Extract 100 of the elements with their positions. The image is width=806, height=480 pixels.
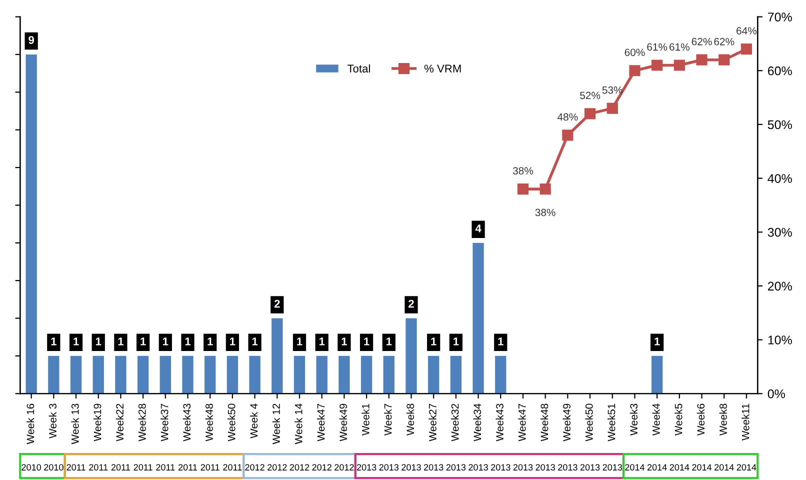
data-label: 2	[274, 300, 280, 308]
point	[606, 102, 618, 114]
x-tick-label: Week43	[496, 404, 504, 442]
data-label: 1	[51, 338, 56, 346]
data-label: 38%	[535, 208, 556, 216]
data-label: 48%	[557, 113, 578, 121]
bar	[48, 356, 60, 394]
bar	[115, 356, 126, 394]
x-tick-label: Week47	[518, 404, 526, 442]
data-label: 1	[208, 338, 213, 346]
x-tick-label: Week4	[652, 404, 660, 436]
text: 2014	[647, 464, 667, 471]
bar	[651, 356, 663, 394]
bar	[137, 356, 149, 394]
x-tick-label: Week1	[362, 404, 370, 436]
x-tick-label: Week51	[608, 404, 616, 442]
data-label: 62%	[692, 38, 712, 46]
x-tick-label: Week48	[540, 404, 548, 442]
text: 2012	[290, 464, 310, 471]
data-label: 1	[230, 338, 236, 346]
data-label: 1	[431, 338, 436, 346]
data-label: 1	[74, 338, 79, 346]
text: 2013	[491, 464, 510, 471]
bar	[272, 318, 283, 394]
bar	[160, 356, 171, 394]
y2-tick-label: 50%	[768, 120, 792, 130]
text: 2011	[178, 464, 198, 471]
data-label: 1	[297, 338, 302, 346]
y2-tick-label: 0%	[768, 389, 785, 398]
x-tick-label: Week5	[674, 404, 682, 436]
point	[674, 60, 685, 71]
point	[629, 65, 640, 76]
text: 2013	[379, 464, 399, 471]
x-tick-label: Week34	[473, 404, 482, 442]
y2-tick-label: 10%	[768, 336, 792, 344]
bar	[249, 356, 260, 394]
x-tick-label: Week50	[228, 404, 236, 442]
text: 2011	[111, 464, 130, 471]
point	[696, 54, 708, 66]
x-tick-label: Week49	[339, 404, 347, 442]
data-label: 61%	[670, 43, 690, 51]
bar	[294, 356, 306, 394]
y2-tick-label: 30%	[768, 228, 792, 237]
text: 2012	[334, 464, 354, 471]
text: 2013	[513, 464, 533, 471]
text: 2013	[536, 464, 555, 471]
x-tick-label: Week22	[116, 404, 124, 442]
text: 2013	[446, 464, 466, 471]
text: 2011	[223, 464, 242, 471]
bar	[360, 356, 372, 394]
x-tick-label: Week28	[138, 404, 146, 442]
bar	[428, 356, 440, 394]
data-label: 1	[342, 338, 347, 346]
bar	[316, 356, 328, 394]
data-label: 9	[28, 36, 34, 44]
x-tick-label: Week8	[406, 404, 414, 436]
text: 2014	[736, 464, 756, 471]
data-label: 1	[185, 338, 191, 346]
text: 2014	[625, 464, 645, 471]
data-label: 60%	[624, 48, 645, 56]
data-label: 1	[252, 338, 258, 346]
bar	[383, 356, 394, 394]
text: 2013	[602, 464, 622, 471]
data-label: 1	[454, 338, 459, 346]
text: 2011	[200, 464, 220, 471]
x-tick-label: Week 3	[48, 404, 56, 438]
data-label: 1	[654, 338, 660, 346]
text: 2014	[714, 464, 734, 471]
text: 2013	[356, 464, 376, 471]
data-label: 38%	[512, 167, 534, 174]
legend-label: Total	[347, 64, 370, 73]
x-tick-label: Week 4	[250, 404, 258, 438]
data-label: 4	[475, 224, 482, 232]
x-tick-label: Week37	[160, 404, 168, 442]
point	[540, 183, 551, 195]
x-tick-label: Week27	[428, 404, 436, 442]
text: 2012	[312, 464, 332, 471]
x-tick-label: Week3	[630, 404, 638, 436]
y2-tick-label: 60%	[768, 66, 792, 76]
data-label: 52%	[580, 92, 600, 100]
bar	[406, 318, 417, 394]
point	[584, 108, 596, 120]
x-tick-label: Week49	[562, 404, 570, 442]
text: 2010	[44, 464, 64, 471]
x-tick-label: Week48	[205, 404, 213, 442]
text: 2011	[156, 464, 175, 471]
text: 2013	[424, 464, 444, 471]
bar	[472, 242, 484, 394]
x-tick-label: Week19	[94, 404, 102, 442]
x-tick-label: Week11	[742, 404, 750, 441]
text: 2010	[22, 464, 42, 471]
data-label: 2	[408, 300, 414, 308]
bar	[226, 356, 238, 394]
bar	[182, 356, 194, 394]
point	[718, 54, 730, 66]
x-tick-label: Week8	[719, 404, 727, 436]
x-tick-label: Week 16	[26, 404, 34, 444]
text: 2013	[580, 464, 600, 471]
bar	[450, 356, 462, 394]
text: 2013	[468, 464, 488, 471]
